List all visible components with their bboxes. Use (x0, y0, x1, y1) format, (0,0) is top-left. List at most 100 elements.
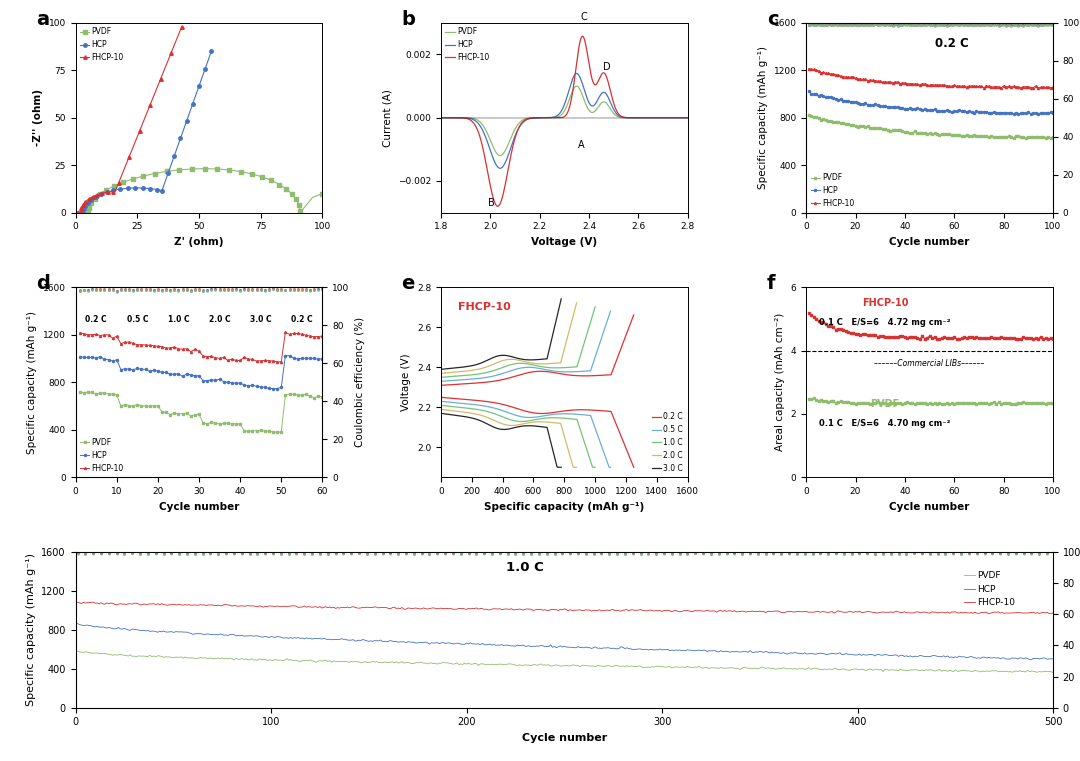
Point (970, 19, 987, 31)
FHCP-10 (226, 355, 239, 364)
HCP (540, 642, 553, 651)
Point (276, 284, 294, 296)
Point (772, 548, 789, 560)
Point (235, 283, 253, 295)
Point (837, 18, 854, 30)
Point (687, 547, 704, 559)
Point (530, 548, 548, 560)
Point (839, 18, 856, 30)
Point (918, 19, 935, 31)
Point (851, 547, 868, 559)
Point (141, 283, 159, 295)
Point (939, 19, 956, 31)
Point (852, 18, 869, 30)
Point (860, 19, 877, 31)
Point (178, 283, 195, 295)
HCP (205, 46, 218, 56)
Point (83, 284, 100, 296)
Point (1012, 19, 1029, 31)
Point (718, 547, 735, 559)
Point (241, 547, 258, 559)
Point (1023, 548, 1040, 560)
Point (507, 548, 524, 560)
Point (970, 18, 987, 30)
Point (491, 547, 509, 559)
Point (679, 548, 697, 560)
Point (805, 19, 822, 31)
Point (170, 285, 187, 297)
Point (796, 548, 813, 560)
Point (1029, 18, 1047, 30)
Point (569, 547, 586, 559)
Point (69, 547, 86, 559)
Point (1037, 18, 1054, 30)
Point (929, 18, 946, 30)
Point (219, 284, 237, 296)
3.0 C (474, 359, 487, 368)
Point (194, 547, 212, 559)
1.0 C (496, 363, 509, 372)
Point (405, 547, 422, 559)
Point (921, 548, 939, 560)
Point (820, 547, 837, 559)
Point (265, 283, 282, 295)
PVDF (160, 408, 173, 417)
Point (228, 282, 245, 295)
Point (124, 284, 141, 296)
Point (226, 547, 243, 559)
Point (929, 547, 946, 559)
Point (276, 283, 294, 295)
Point (285, 283, 302, 295)
HCP (460, 113, 473, 123)
FHCP-10 (542, 606, 555, 615)
FHCP-10 (144, 341, 157, 350)
Point (215, 284, 232, 296)
HCP (271, 384, 284, 393)
Point (141, 284, 159, 296)
Point (757, 547, 774, 559)
HCP (627, 113, 640, 123)
Point (453, 548, 470, 560)
PVDF (123, 176, 136, 185)
Point (444, 546, 461, 559)
Y-axis label: Specific capacity (mAh g⁻¹): Specific capacity (mAh g⁻¹) (27, 310, 38, 454)
Point (288, 547, 306, 559)
Legend: PVDF, HCP, FHCP-10: PVDF, HCP, FHCP-10 (80, 27, 124, 63)
Point (1037, 18, 1054, 30)
Point (875, 547, 892, 559)
Point (914, 19, 931, 31)
Point (421, 548, 438, 560)
Point (897, 548, 915, 560)
Point (112, 284, 130, 296)
Point (104, 285, 121, 297)
Point (297, 284, 314, 296)
Point (999, 547, 1016, 559)
Point (1035, 18, 1052, 30)
Point (145, 284, 162, 296)
Point (781, 547, 798, 559)
Point (100, 547, 118, 559)
Point (554, 547, 571, 559)
Point (883, 19, 901, 31)
Point (820, 547, 837, 559)
Point (835, 547, 852, 559)
Text: FHCP-10: FHCP-10 (862, 298, 908, 308)
Point (210, 548, 227, 560)
Point (845, 18, 862, 30)
Point (923, 18, 941, 30)
Point (1008, 548, 1025, 560)
Point (624, 547, 642, 559)
Point (77, 547, 94, 559)
Point (217, 547, 234, 559)
FHCP-10 (627, 113, 640, 123)
Point (121, 283, 138, 295)
Point (648, 548, 665, 560)
Point (260, 284, 278, 296)
Point (818, 19, 835, 31)
Point (335, 546, 352, 559)
Point (390, 548, 407, 560)
PVDF (1047, 668, 1059, 677)
HCP (535, 641, 548, 650)
Point (129, 284, 146, 296)
Point (914, 547, 931, 559)
